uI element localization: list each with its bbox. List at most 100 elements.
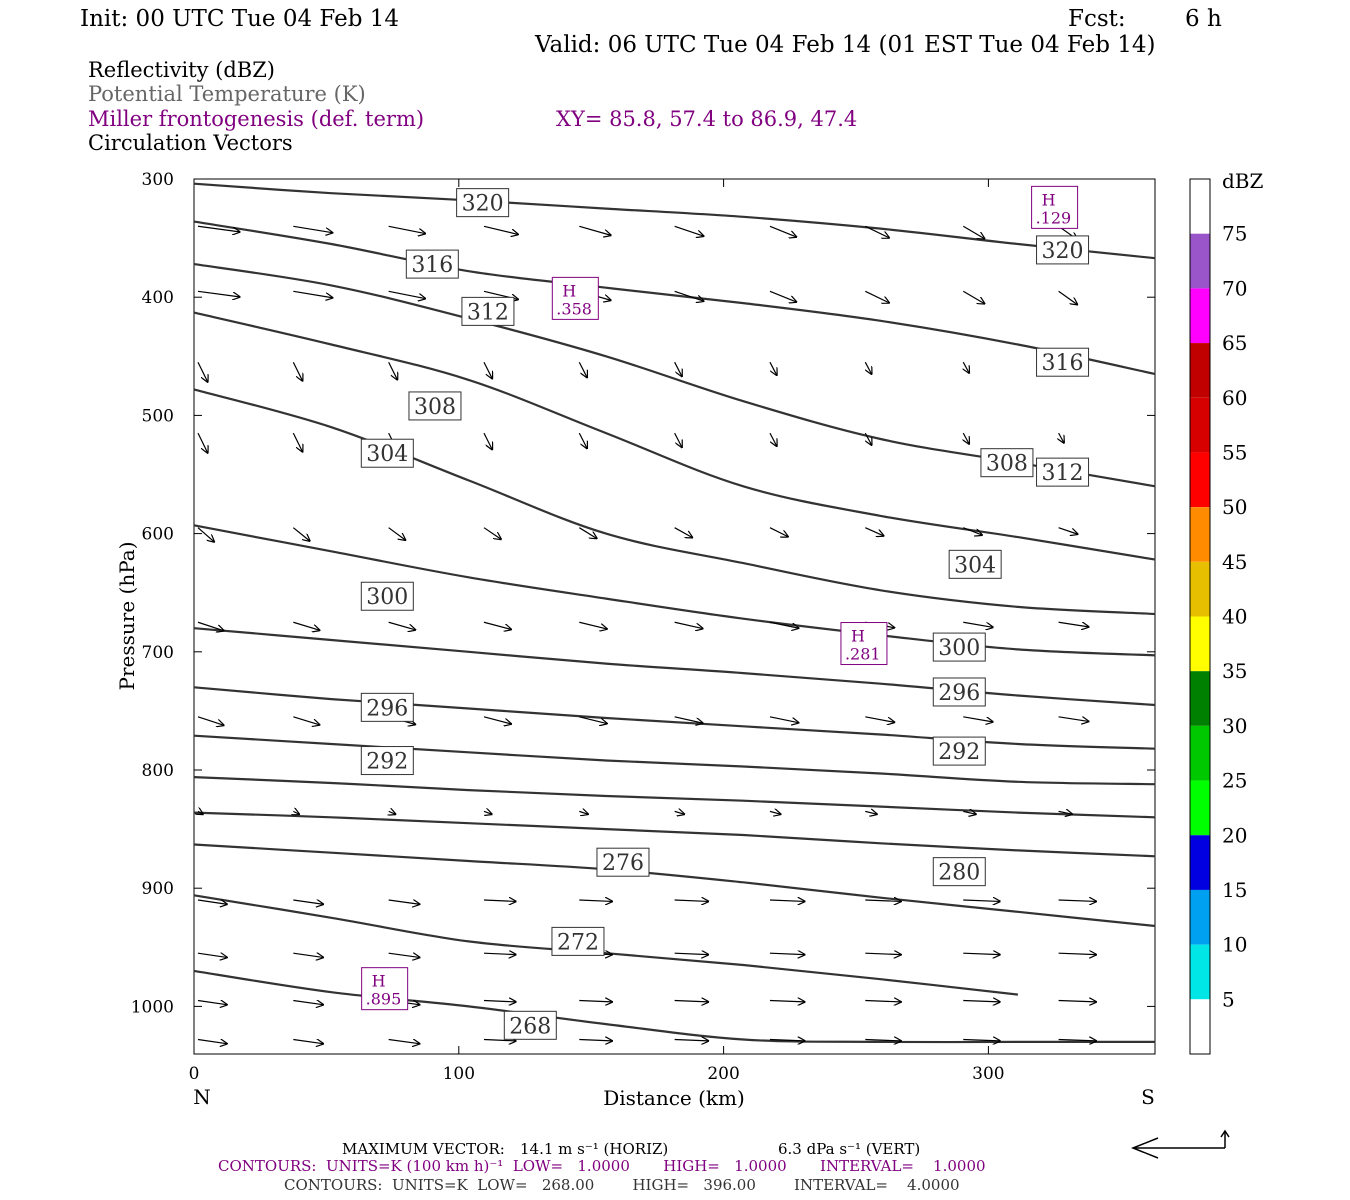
circulation-vector (388, 1039, 420, 1043)
valid-time: Valid: 06 UTC Tue 04 Feb 14 (01 EST Tue … (534, 32, 1155, 58)
circulation-vector (579, 1039, 612, 1040)
circulation-vector (197, 527, 214, 542)
maximum-value: .281 (845, 645, 881, 664)
circulation-vector (1058, 527, 1078, 534)
contour-label-box (980, 448, 1034, 478)
circulation-vector (579, 900, 612, 901)
colorbar-segment (1190, 233, 1210, 289)
circulation-vector (674, 621, 703, 628)
circulation-vector (865, 1000, 901, 1001)
contour-label-box (360, 692, 414, 722)
circulation-vector (197, 1000, 227, 1004)
circulation-vector (865, 1039, 901, 1040)
colorbar-segment (1190, 835, 1210, 890)
contour-label: 308 (414, 395, 456, 420)
cross-section-endpoints: XY= 85.8, 57.4 to 86.9, 47.4 (556, 107, 857, 131)
circulation-vector (198, 811, 203, 814)
colorbar-segment (1190, 616, 1210, 672)
y-tick-label: 600 (142, 525, 174, 545)
theta-contour-292 (193, 686, 1156, 750)
colorbar-segment (1190, 397, 1210, 453)
forecast-hour: 6 h (1185, 6, 1222, 32)
x-axis-title: Distance (km) (603, 1086, 745, 1110)
reflectivity-colorbar: 5 10 15 20 25 30 35 40 45 50 55 60 65 70 75 (1189, 178, 1247, 1055)
theta-contour-284 (193, 776, 1156, 819)
contour-label: 296 (938, 681, 980, 706)
contour-label-box (456, 188, 510, 218)
circulation-vector (293, 900, 323, 904)
circulation-vector (578, 361, 587, 377)
circulation-vector (1058, 811, 1072, 814)
y-tick-label: 500 (142, 406, 174, 426)
circulation-vector (483, 1039, 516, 1040)
circulation-vector (963, 621, 992, 627)
colorbar-label: 10 (1222, 933, 1247, 957)
contour-label: 312 (1042, 461, 1084, 486)
circulation-vector (483, 225, 518, 234)
contour-label: 280 (938, 861, 980, 886)
contour-label: 300 (938, 636, 980, 661)
contour-label-box (1036, 457, 1090, 487)
circulation-vector (293, 716, 319, 725)
contour-label-box (932, 677, 986, 707)
maximum-box (551, 276, 599, 320)
circulation-vector (293, 811, 299, 814)
circulation-vector (865, 953, 901, 954)
circulation-vector (292, 527, 309, 541)
contour-label: 304 (954, 553, 996, 578)
colorbar-label: 70 (1222, 276, 1247, 300)
contour-label: 320 (462, 192, 504, 217)
circulation-vector (388, 900, 420, 904)
circulation-vector (1058, 716, 1089, 722)
colorbar-segment (1190, 288, 1210, 344)
reference-vector (1130, 1129, 1230, 1159)
max-vector-vert: 6.3 dPa s⁻¹ (VERT) (778, 1140, 920, 1158)
circulation-vector (292, 432, 302, 451)
circulation-vectors (197, 225, 1096, 1043)
contour-label: 308 (986, 452, 1028, 477)
circulation-vector (963, 1039, 999, 1040)
circulation-vector (197, 716, 224, 725)
south-label: S (1141, 1085, 1155, 1109)
circulation-vector (769, 225, 796, 237)
theta-contour-268 (193, 969, 1156, 1044)
circulation-vector (483, 716, 511, 724)
circulation-vector (769, 811, 781, 814)
circulation-vector (865, 900, 901, 901)
circulation-vector (197, 900, 227, 904)
circulation-vector (769, 432, 777, 446)
circulation-vector (769, 900, 805, 901)
circulation-vector (293, 1039, 323, 1043)
circulation-vector (388, 290, 425, 298)
circulation-vector (483, 953, 516, 954)
circulation-vector (674, 811, 685, 814)
circulation-vector (293, 953, 323, 957)
colorbar-title: dBZ (1222, 169, 1264, 193)
circulation-vector (963, 900, 999, 901)
circulation-vector (674, 432, 682, 447)
contour-label-box (596, 847, 650, 877)
circulation-vector (769, 290, 796, 302)
circulation-vector (674, 900, 709, 901)
circulation-vector (963, 527, 982, 535)
maximum-box (361, 967, 409, 1011)
x-tick-label: 200 (707, 1064, 739, 1084)
y-tick-label: 400 (142, 288, 174, 308)
colorbar-segment (1190, 780, 1210, 836)
circulation-vector (484, 811, 492, 814)
circulation-vector (197, 225, 240, 232)
circulation-vector (1058, 621, 1089, 627)
contour-label-box (1036, 235, 1090, 265)
circulation-vector (483, 361, 492, 378)
circulation-vector (579, 1000, 612, 1001)
circulation-vector (483, 621, 511, 629)
contour-label-box (360, 746, 414, 776)
contour-label-box (461, 296, 515, 326)
x-tick-label: 300 (972, 1064, 1004, 1084)
circulation-vector (197, 953, 227, 957)
circulation-vector (963, 716, 992, 722)
circulation-vector (483, 432, 492, 449)
circulation-vector (579, 621, 607, 629)
contours-frontogenesis-info: CONTOURS: UNITS=K (100 km h)⁻¹ LOW= 1.00… (218, 1157, 986, 1175)
colorbar-label: 35 (1222, 659, 1247, 683)
